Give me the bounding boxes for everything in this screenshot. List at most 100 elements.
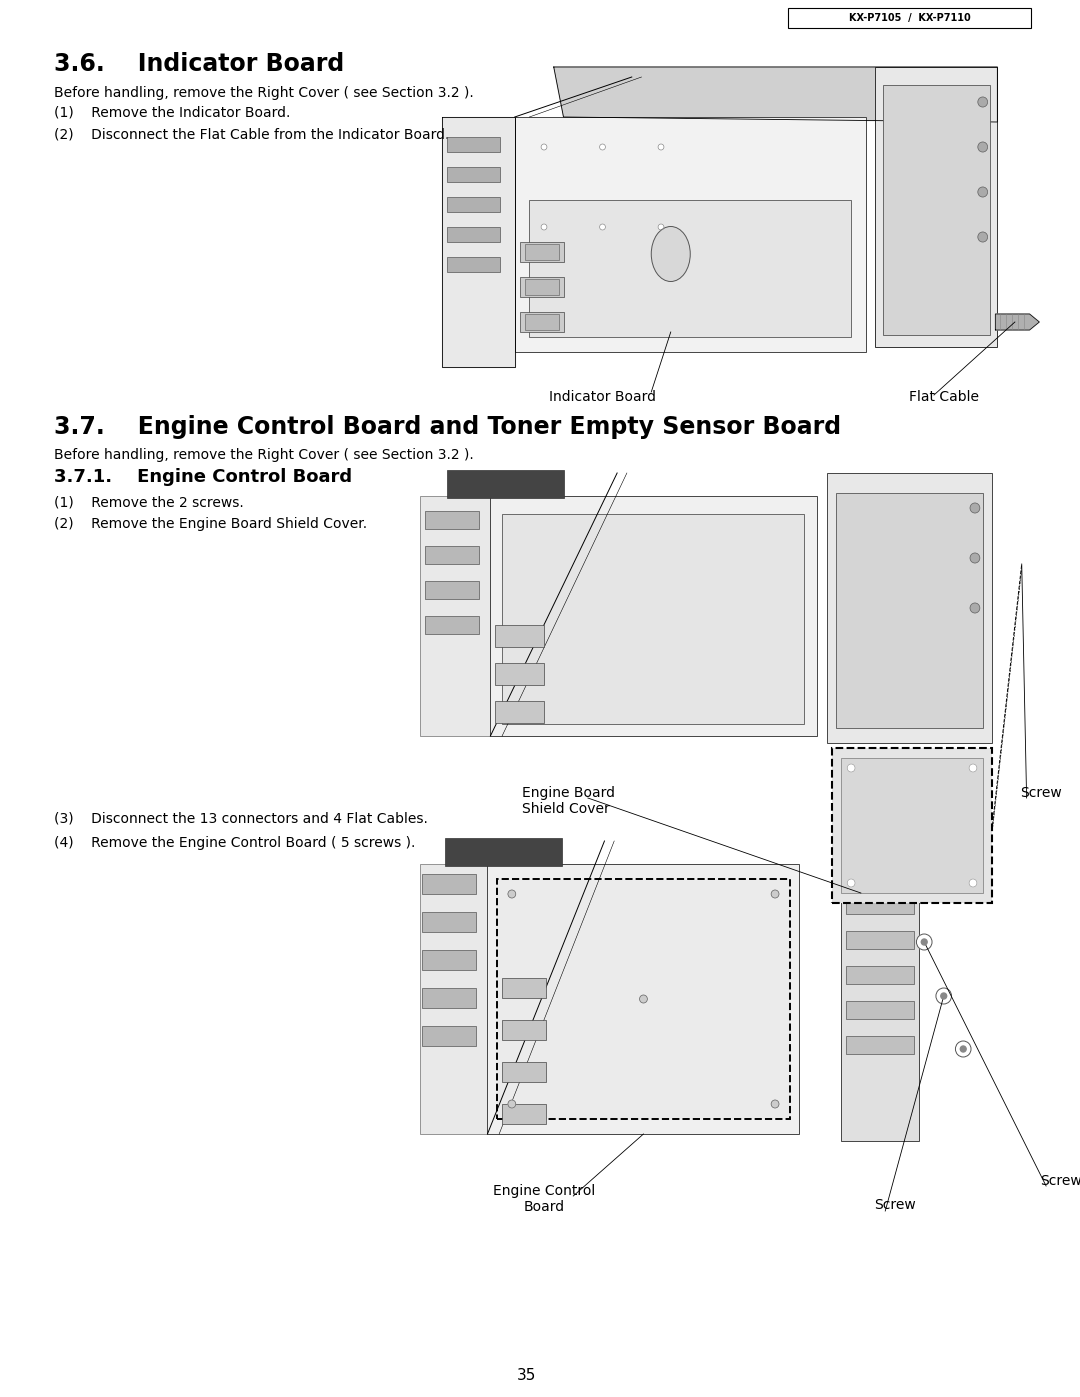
Text: Engine Control
Board: Engine Control Board [492,1185,595,1214]
Text: (4)    Remove the Engine Control Board ( 5 screws ).: (4) Remove the Engine Control Board ( 5 … [54,835,415,849]
Bar [841,759,983,893]
Bar [502,1062,546,1083]
Circle shape [969,764,977,773]
Bar [422,912,476,932]
Circle shape [847,764,855,773]
Bar [446,257,500,272]
Circle shape [599,224,606,231]
Bar [446,469,564,497]
Bar [787,8,1031,28]
Bar [502,1020,546,1039]
Text: 35: 35 [516,1368,536,1383]
Text: (2)    Disconnect the Flat Cable from the Indicator Board.: (2) Disconnect the Flat Cable from the I… [54,127,449,141]
Text: KX-P7105  /  KX-P7110: KX-P7105 / KX-P7110 [849,13,971,22]
Bar [502,978,546,997]
Bar [490,496,816,736]
Text: Indicator Board: Indicator Board [549,390,656,404]
Bar [841,841,919,1141]
Ellipse shape [651,226,690,282]
Bar [525,244,558,260]
Circle shape [970,553,980,563]
Circle shape [936,988,951,1004]
Circle shape [977,96,987,108]
Circle shape [508,1099,516,1108]
Circle shape [977,142,987,152]
Bar [519,277,564,298]
Circle shape [917,935,932,950]
Circle shape [921,939,927,944]
Text: 3.6.    Indicator Board: 3.6. Indicator Board [54,52,343,75]
Text: Screw: Screw [1040,1173,1080,1187]
Bar [502,514,805,724]
Text: (3)    Disconnect the 13 connectors and 4 Flat Cables.: (3) Disconnect the 13 connectors and 4 F… [54,812,428,826]
Bar [497,879,789,1119]
Text: (1)    Remove the 2 screws.: (1) Remove the 2 screws. [54,495,243,509]
Circle shape [956,1041,971,1058]
Bar [446,197,500,212]
Circle shape [977,232,987,242]
Bar [876,67,997,346]
Text: Screw: Screw [1021,787,1062,800]
Bar [502,1104,546,1125]
Bar [529,200,851,337]
Bar [426,511,478,529]
Bar [519,312,564,332]
Circle shape [847,879,855,887]
Text: Before handling, remove the Right Cover ( see Section 3.2 ).: Before handling, remove the Right Cover … [54,448,473,462]
Circle shape [541,144,546,149]
Circle shape [960,1046,967,1052]
Circle shape [508,890,516,898]
Circle shape [599,144,606,149]
Text: Flat Cable: Flat Cable [908,390,978,404]
Bar [837,493,983,728]
Bar [496,664,544,685]
Bar [420,863,487,1134]
Text: 3.7.1.    Engine Control Board: 3.7.1. Engine Control Board [54,468,352,486]
Circle shape [771,1099,779,1108]
Bar [487,863,799,1134]
Circle shape [541,224,546,231]
Text: Screw: Screw [874,1199,916,1213]
Polygon shape [996,314,1039,330]
Bar [832,747,993,902]
Bar [422,1025,476,1046]
Bar [426,616,478,634]
Bar [515,117,866,352]
Bar [426,581,478,599]
Circle shape [639,995,647,1003]
Bar [847,965,915,983]
Bar [422,950,476,970]
Bar [496,624,544,647]
Polygon shape [554,67,997,122]
Bar [422,875,476,894]
Text: 3.7.    Engine Control Board and Toner Empty Sensor Board: 3.7. Engine Control Board and Toner Empt… [54,415,840,439]
Circle shape [969,879,977,887]
Bar [446,226,500,242]
Bar [426,546,478,564]
Bar [847,1037,915,1053]
Text: (2)    Remove the Engine Board Shield Cover.: (2) Remove the Engine Board Shield Cover… [54,517,367,531]
Bar [446,168,500,182]
Text: (1)    Remove the Indicator Board.: (1) Remove the Indicator Board. [54,106,291,120]
Bar [525,314,558,330]
Circle shape [970,503,980,513]
Bar [847,861,915,879]
Circle shape [658,224,664,231]
Circle shape [941,993,947,999]
Bar [445,838,562,866]
Circle shape [970,604,980,613]
Circle shape [977,187,987,197]
Polygon shape [442,117,515,367]
Text: Engine Board
Shield Cover: Engine Board Shield Cover [522,787,615,816]
Bar [446,137,500,152]
Bar [519,242,564,263]
Circle shape [771,890,779,898]
Bar [847,930,915,949]
Bar [883,85,989,335]
Bar [525,279,558,295]
Bar [422,988,476,1009]
Bar [420,496,490,736]
Text: Before handling, remove the Right Cover ( see Section 3.2 ).: Before handling, remove the Right Cover … [54,87,473,101]
Circle shape [658,144,664,149]
Bar [496,701,544,724]
